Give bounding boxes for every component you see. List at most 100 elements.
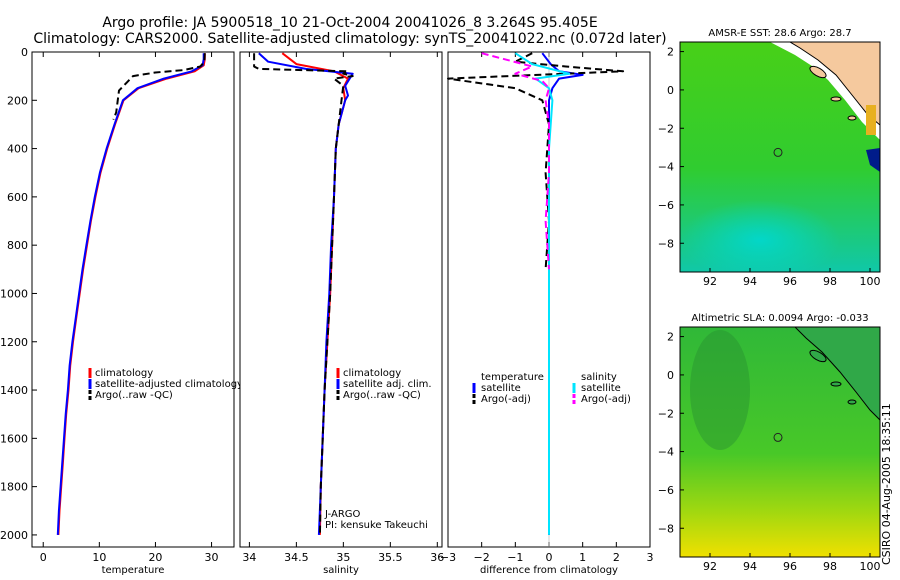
difference-x-tick-label: 3 bbox=[647, 551, 654, 564]
temperature-y-tick-label: 2000 bbox=[0, 529, 28, 542]
temperature-frame bbox=[31, 51, 235, 548]
sla-map-panel: Altimetric SLA: 0.0094 Argo: -0.033 92 94 9… bbox=[658, 313, 881, 573]
difference-series-salinity-argo-adj- bbox=[481, 52, 550, 270]
sla-map-x-tick-label: 98 bbox=[823, 560, 837, 573]
timestamp-stamp: CSIRO 04-Aug-2005 18:35:11 bbox=[880, 403, 893, 565]
temperature-y-tick-label: 1400 bbox=[0, 384, 28, 397]
sst-map-title: AMSR-E SST: 28.6 Argo: 28.7 bbox=[708, 28, 851, 39]
difference-legend-label: Argo(-adj) bbox=[581, 394, 631, 405]
sst-map-y-tick-label: −4 bbox=[658, 161, 674, 174]
sla-low-patch bbox=[690, 330, 750, 450]
sst-map-x-tick-label: 96 bbox=[783, 275, 797, 288]
difference-series-salinity-satellite bbox=[514, 52, 571, 535]
salinity-panel: 34 34.5 35 35.5 36 salinity climatologysatelli… bbox=[239, 51, 444, 576]
figure-title-line-1: Argo profile: JA 5900518_10 21-Oct-2004 … bbox=[102, 15, 598, 31]
difference-legend-title: salinity bbox=[581, 372, 617, 383]
difference-legend-label: satellite bbox=[581, 383, 621, 394]
sla-map-float-marker bbox=[773, 432, 783, 442]
temperature-y-tick-label: 0 bbox=[21, 46, 28, 59]
temperature-series-argo-raw-qc- bbox=[112, 53, 206, 120]
temperature-x-axis-label: temperature bbox=[102, 565, 165, 576]
difference-x-tick-label: −3 bbox=[440, 551, 456, 564]
salinity-frame bbox=[239, 51, 443, 548]
difference-legend-title: temperature bbox=[481, 372, 544, 383]
temperature-legend-label: climatology bbox=[95, 368, 153, 379]
sst-map-float-marker bbox=[773, 147, 783, 157]
temperature-legend-label: satellite-adjusted climatology bbox=[95, 379, 243, 390]
sla-map-title: Altimetric SLA: 0.0094 Argo: -0.033 bbox=[691, 313, 868, 324]
sla-map-y-tick-label: 2 bbox=[667, 331, 674, 344]
temperature-y-tick-label: 1800 bbox=[0, 481, 28, 494]
sst-map-x-tick-label: 100 bbox=[860, 275, 881, 288]
salinity-x-tick-label: 35.5 bbox=[378, 551, 403, 564]
figure-title-line-2: Climatology: CARS2000. Satellite-adjuste… bbox=[33, 31, 667, 47]
salinity-legend-label: Argo(..raw -QC) bbox=[343, 390, 421, 401]
sst-map-y-tick-label: −2 bbox=[658, 122, 674, 135]
sst-map-frame bbox=[679, 41, 881, 273]
temperature-x-tick-label: 10 bbox=[92, 551, 106, 564]
sla-island bbox=[847, 399, 857, 405]
sla-map-y-tick-label: 0 bbox=[667, 369, 674, 382]
sla-map-x-tick-label: 96 bbox=[783, 560, 797, 573]
sst-cool-patch bbox=[680, 200, 840, 272]
sst-island bbox=[809, 65, 827, 79]
sla-map-y-tick-label: −6 bbox=[658, 484, 674, 497]
sst-island bbox=[847, 115, 857, 121]
temperature-y-tick-label: 800 bbox=[7, 239, 28, 252]
temperature-x-tick-label: 0 bbox=[40, 551, 47, 564]
sst-map-x-tick-label: 94 bbox=[743, 275, 757, 288]
temperature-y-tick-label: 200 bbox=[7, 94, 28, 107]
difference-x-tick-label: −2 bbox=[474, 551, 490, 564]
sla-map-x-tick-label: 100 bbox=[860, 560, 881, 573]
sst-map-panel: AMSR-E SST: 28.6 Argo: 28.7 92 94 96 98 100 2 0… bbox=[658, 28, 881, 288]
salinity-x-tick-label: 34 bbox=[242, 551, 256, 564]
sla-map-x-tick-label: 92 bbox=[703, 560, 717, 573]
temperature-panel: 0 10 20 30 0 200 400 600 800 1000 1200 1400 1600 1800… bbox=[0, 46, 243, 576]
salinity-x-axis-label: salinity bbox=[323, 565, 359, 576]
sst-sumatra-land bbox=[789, 42, 880, 126]
difference-x-tick-label: −1 bbox=[507, 551, 523, 564]
sst-map-y-tick-label: −6 bbox=[658, 199, 674, 212]
temperature-x-tick-label: 20 bbox=[148, 551, 162, 564]
salinity-annotation: PI: kensuke Takeuchi bbox=[325, 520, 428, 531]
difference-legend-label: satellite bbox=[481, 383, 521, 394]
difference-series-temperature-argo-adj- bbox=[447, 52, 625, 270]
sst-map-y-tick-label: −8 bbox=[658, 237, 674, 250]
sla-map-x-tick-label: 94 bbox=[743, 560, 757, 573]
temperature-y-tick-label: 1000 bbox=[0, 287, 28, 300]
temperature-x-tick-label: 30 bbox=[205, 551, 219, 564]
sst-map-y-tick-label: 2 bbox=[667, 46, 674, 59]
sst-coastal-cold bbox=[866, 148, 880, 172]
sla-sumatra-land bbox=[794, 327, 880, 421]
difference-x-axis-label: difference from climatology bbox=[480, 565, 618, 576]
sst-island bbox=[830, 96, 842, 102]
temperature-y-tick-label: 1200 bbox=[0, 336, 28, 349]
sst-map-x-tick-label: 92 bbox=[703, 275, 717, 288]
sla-island bbox=[830, 381, 842, 387]
salinity-x-tick-label: 36 bbox=[430, 551, 444, 564]
salinity-annotation: J-ARGO bbox=[324, 509, 361, 520]
salinity-legend-label: climatology bbox=[343, 368, 401, 379]
temperature-series-satellite bbox=[56, 53, 205, 535]
sla-map-y-tick-label: −8 bbox=[658, 522, 674, 535]
sla-map-y-tick-label: −2 bbox=[658, 407, 674, 420]
temperature-y-tick-label: 400 bbox=[7, 143, 28, 156]
salinity-legend-label: satellite adj. clim. bbox=[343, 379, 432, 390]
difference-legend-label: Argo(-adj) bbox=[481, 394, 531, 405]
difference-x-tick-label: 0 bbox=[546, 551, 553, 564]
temperature-y-tick-label: 600 bbox=[7, 191, 28, 204]
temperature-legend-label: Argo(..raw -QC) bbox=[95, 390, 173, 401]
difference-x-tick-label: 2 bbox=[613, 551, 620, 564]
sst-coastal-warm bbox=[866, 105, 876, 135]
salinity-x-tick-label: 35 bbox=[336, 551, 350, 564]
sla-map-frame bbox=[679, 326, 881, 558]
sst-map-x-tick-label: 98 bbox=[823, 275, 837, 288]
sla-island bbox=[809, 349, 827, 363]
temperature-y-tick-label: 1600 bbox=[0, 432, 28, 445]
salinity-series-argo-raw-qc- bbox=[253, 53, 354, 535]
sst-map-y-tick-label: 0 bbox=[667, 84, 674, 97]
difference-panel: −3 −2 −1 0 1 2 3 difference from climatology tem… bbox=[440, 51, 654, 576]
sla-map-y-tick-label: −4 bbox=[658, 446, 674, 459]
